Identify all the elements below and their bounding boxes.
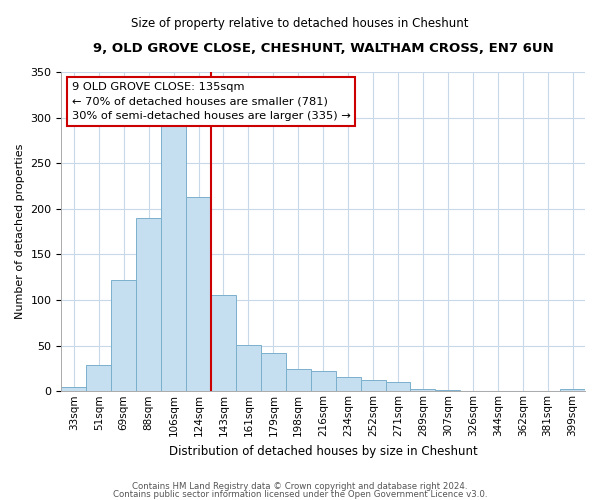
Bar bbox=[61, 386, 86, 392]
Title: 9, OLD GROVE CLOSE, CHESHUNT, WALTHAM CROSS, EN7 6UN: 9, OLD GROVE CLOSE, CHESHUNT, WALTHAM CR… bbox=[93, 42, 554, 56]
Bar bbox=[236, 344, 261, 392]
Bar bbox=[361, 380, 386, 392]
Bar bbox=[211, 294, 236, 392]
Text: Contains public sector information licensed under the Open Government Licence v3: Contains public sector information licen… bbox=[113, 490, 487, 499]
Text: 9 OLD GROVE CLOSE: 135sqm
← 70% of detached houses are smaller (781)
30% of semi: 9 OLD GROVE CLOSE: 135sqm ← 70% of detac… bbox=[72, 82, 350, 121]
Bar bbox=[86, 365, 111, 392]
Bar bbox=[186, 197, 211, 392]
Bar bbox=[261, 353, 286, 392]
Bar bbox=[136, 218, 161, 392]
Bar bbox=[436, 390, 460, 392]
Text: Contains HM Land Registry data © Crown copyright and database right 2024.: Contains HM Land Registry data © Crown c… bbox=[132, 482, 468, 491]
Bar bbox=[161, 124, 186, 392]
Bar bbox=[386, 382, 410, 392]
Bar bbox=[410, 390, 436, 392]
Bar bbox=[286, 370, 311, 392]
Bar bbox=[335, 376, 361, 392]
X-axis label: Distribution of detached houses by size in Cheshunt: Distribution of detached houses by size … bbox=[169, 444, 478, 458]
Bar bbox=[311, 371, 335, 392]
Y-axis label: Number of detached properties: Number of detached properties bbox=[15, 144, 25, 320]
Text: Size of property relative to detached houses in Cheshunt: Size of property relative to detached ho… bbox=[131, 18, 469, 30]
Bar bbox=[560, 390, 585, 392]
Bar bbox=[111, 280, 136, 392]
